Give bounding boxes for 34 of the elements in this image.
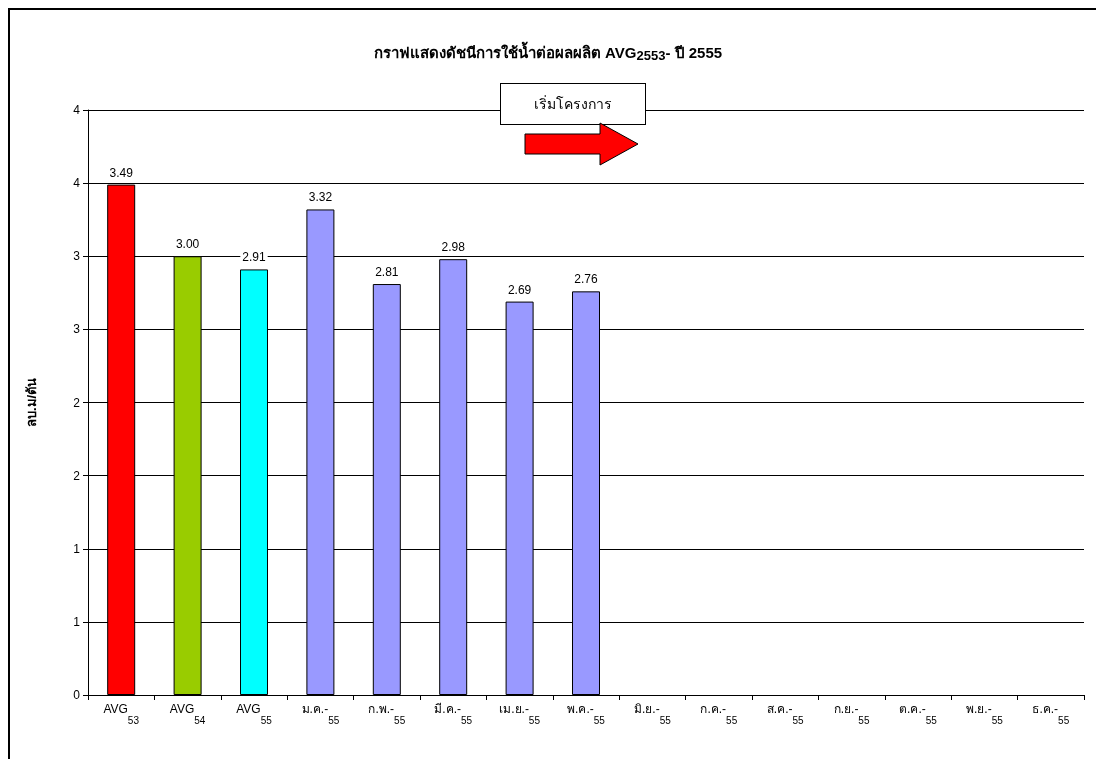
data-label: 2.98 bbox=[441, 240, 466, 255]
data-label: 3.32 bbox=[308, 190, 333, 205]
y-tick-label: 4 bbox=[73, 103, 81, 117]
x-tick-label: ก.ย.-55 bbox=[833, 702, 870, 726]
x-tick-label: ก.ค.-55 bbox=[700, 702, 738, 726]
y-tick-label: 2 bbox=[73, 468, 81, 483]
x-tick-label: ม.ค.-55 bbox=[301, 702, 340, 726]
x-tick-label: เม.ย.-55 bbox=[499, 702, 541, 726]
y-tick-label: 4 bbox=[73, 176, 81, 191]
callout-box: เริ่มโครงการ bbox=[500, 83, 646, 125]
x-tick-label: ธ.ค.-55 bbox=[1032, 702, 1070, 726]
data-label: 2.81 bbox=[375, 265, 399, 280]
data-label: 3.00 bbox=[175, 237, 200, 252]
y-tick-label: 1 bbox=[73, 541, 81, 556]
x-tick-label: AVG53 bbox=[103, 702, 140, 726]
data-label: 3.49 bbox=[109, 165, 134, 180]
x-tick-label: พ.ย.-55 bbox=[966, 702, 1004, 726]
x-tick-label: มี.ค.-55 bbox=[434, 702, 473, 726]
data-label: 2.91 bbox=[242, 250, 266, 265]
y-axis-title: ลบ.ม/ตัน bbox=[24, 377, 39, 428]
y-tick-label: 3 bbox=[73, 249, 81, 264]
y-tick-label: 3 bbox=[73, 322, 81, 337]
x-tick-label: ก.พ.-55 bbox=[368, 702, 406, 726]
data-label: 2.69 bbox=[507, 282, 532, 297]
y-tick-label: 2 bbox=[73, 395, 81, 410]
data-label: 2.76 bbox=[574, 272, 598, 287]
x-tick-label: AVG55 bbox=[236, 702, 273, 726]
y-tick-label: 1 bbox=[73, 614, 81, 629]
x-tick-label: มิ.ย.-55 bbox=[634, 702, 672, 726]
x-tick-label: AVG54 bbox=[169, 702, 206, 726]
x-tick-label: พ.ค.-55 bbox=[567, 702, 606, 726]
x-tick-label: ต.ค.-55 bbox=[899, 702, 938, 726]
x-tick-label: ส.ค.-55 bbox=[766, 702, 805, 726]
y-tick-label: 0 bbox=[73, 688, 81, 702]
